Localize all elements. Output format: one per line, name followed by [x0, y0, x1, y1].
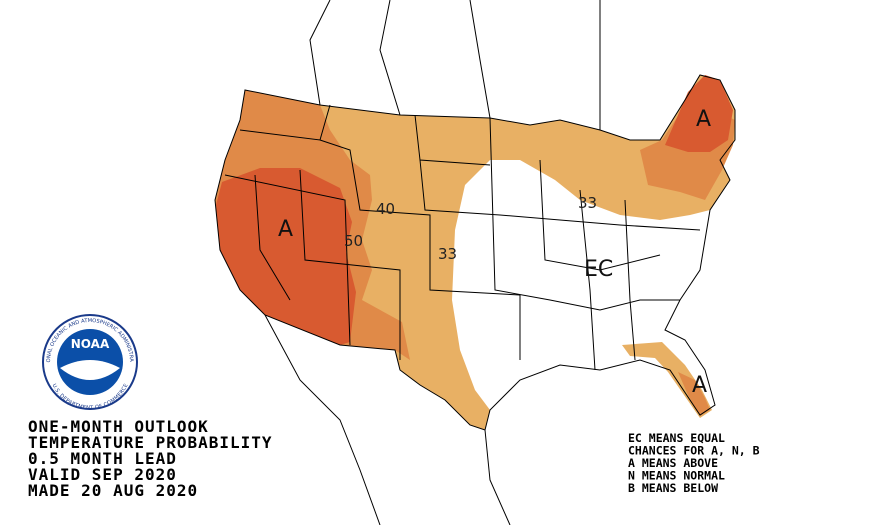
state-lines [489, 117, 680, 311]
state-lines [624, 199, 636, 361]
state-lines [254, 174, 291, 301]
mexico-lines [484, 429, 511, 525]
above-40-florida [678, 372, 710, 416]
logo: NOAA NATIONAL OCEANIC AND ATMOSPHERIC AD… [0, 0, 138, 411]
state-lines [224, 174, 351, 346]
borders [214, 0, 736, 525]
contour-label: 33 [438, 245, 457, 263]
labels: 40 50 33 33 A EC A A ONE-MONTH OUTLOOKTEMPERATUR… [28, 107, 760, 500]
caption-line: 0.5 MONTH LEAD [28, 449, 177, 468]
region-label: A [692, 373, 707, 398]
caption-line: MADE 20 AUG 2020 [28, 481, 198, 500]
state-lines [419, 159, 701, 231]
logo-ring-text: NATIONAL OCEANIC AND ATMOSPHERIC ADMINIS… [0, 0, 134, 363]
state-lines [579, 189, 596, 371]
canada-lines [379, 0, 401, 116]
region-label: A [278, 217, 293, 242]
legend-line: CHANCES FOR A, N, B [628, 444, 760, 458]
mexico-lines [264, 314, 381, 525]
above-50-northeast [665, 75, 733, 152]
contour-label: 33 [578, 194, 597, 212]
logo-bird [60, 360, 120, 380]
logo-text: NOAA [71, 337, 110, 351]
contour-label: 40 [376, 200, 395, 218]
caption-line: VALID SEP 2020 [28, 465, 177, 484]
legend-line: N MEANS NORMAL [628, 469, 725, 483]
canada-lines [469, 0, 491, 119]
above-50 [216, 168, 356, 345]
legend-line: EC MEANS EQUAL [628, 431, 725, 445]
legend-line: A MEANS ABOVE [628, 456, 718, 470]
contour-label: 50 [344, 232, 363, 250]
region-label: EC [584, 257, 613, 282]
state-lines [539, 159, 661, 271]
legend-line: B MEANS BELOW [628, 481, 718, 495]
us-outline [214, 74, 736, 431]
region-label: A [696, 107, 711, 132]
shading [215, 75, 735, 430]
canada-lines [309, 0, 331, 106]
state-lines [299, 169, 401, 360]
caption-line: TEMPERATURE PROBABILITY [28, 433, 273, 452]
caption-line: ONE-MONTH OUTLOOK [28, 417, 209, 436]
